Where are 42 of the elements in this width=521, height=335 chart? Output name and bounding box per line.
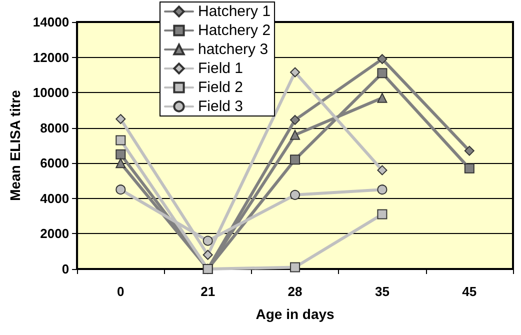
point (464, 163, 474, 174)
y-axis-title: Mean ELISA titre (7, 90, 23, 201)
point (290, 114, 300, 125)
y-tick-label: 0 (62, 262, 70, 276)
point (377, 54, 388, 64)
point (116, 114, 126, 124)
x-tick-label: 28 (288, 284, 302, 299)
point (116, 149, 126, 160)
legend-label: Field 2 (198, 79, 244, 96)
x-tick-label: 0 (117, 284, 124, 299)
point (116, 135, 126, 146)
x-tick-label: 45 (462, 284, 477, 299)
x-tick-label: 35 (374, 284, 390, 299)
point (290, 262, 300, 272)
point (377, 209, 388, 220)
x-tick-label: 21 (200, 284, 216, 299)
y-tick-label: 6000 (40, 156, 70, 171)
point (290, 67, 300, 78)
point (290, 130, 300, 140)
y-tick-label: 8000 (40, 120, 70, 136)
point (116, 184, 126, 195)
point (116, 158, 126, 168)
point (377, 68, 388, 78)
y-tick-label: 2000 (40, 226, 70, 242)
y-tick-label: 10000 (32, 85, 70, 100)
point (377, 92, 388, 103)
legend-label: Field 1 (198, 60, 244, 77)
legend-label: Hatchery 1 (198, 3, 271, 20)
x-axis-title: Age in days (256, 306, 335, 322)
y-tick-label: 12000 (32, 50, 70, 65)
point (202, 236, 213, 246)
legend-label: Hatchery 2 (198, 22, 271, 39)
point (377, 165, 388, 176)
point (290, 190, 300, 200)
point (464, 146, 474, 156)
legend-label: Field 3 (198, 98, 244, 115)
point (290, 154, 300, 165)
legend-label: hatchery 3 (198, 41, 268, 58)
y-tick-label: 14000 (32, 14, 70, 30)
point (377, 184, 388, 195)
point (202, 250, 213, 260)
y-tick-label: 4000 (40, 190, 70, 206)
